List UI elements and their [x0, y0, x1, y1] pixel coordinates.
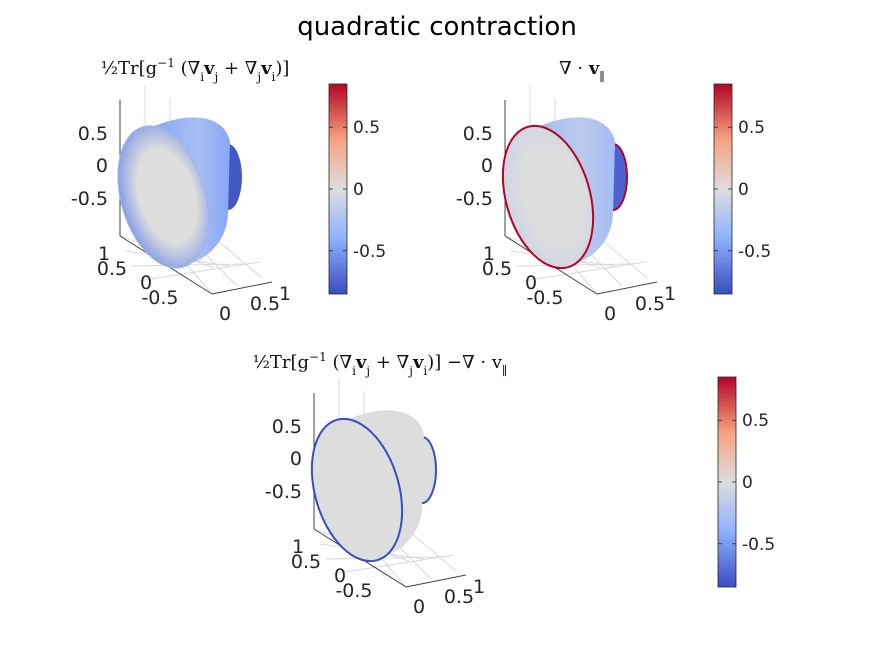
y-tick-label: 0.5 [291, 551, 321, 573]
colorbar-tick-label: -0.5 [353, 242, 386, 262]
surface [501, 117, 628, 270]
z-tick-label: -0.5 [456, 188, 493, 210]
panel-title: ∇ · v∥ [559, 58, 605, 84]
y-tick-label: 0 [334, 565, 346, 587]
z-tick-label: -0.5 [265, 481, 302, 503]
panel-divergence: ∇ · v∥0.50-0.510.50-0.50 0.510.50-0.5 [456, 58, 771, 325]
colorbar-tick-label: 0.5 [738, 118, 765, 138]
x-tick-label: 0 [604, 303, 616, 325]
z-tick-label: 0.5 [272, 416, 302, 438]
y-tick-label: 0 [525, 272, 537, 294]
x-tick-label: 1 [664, 283, 676, 305]
y-tick-label: -0.5 [141, 287, 178, 309]
x-tick-label: 0.5 [444, 586, 474, 608]
x-tick-label: 0 [413, 596, 425, 618]
colorbar-tick-label: 0 [353, 180, 364, 200]
y-tick-label: 1 [483, 243, 495, 265]
y-tick-label: -0.5 [526, 287, 563, 309]
panel-difference: ½Tr[g−1 (∇ivj + ∇jvi)] −∇ · v∥0.50-0.510… [252, 350, 775, 618]
z-tick-label: -0.5 [71, 188, 108, 210]
y-tick-label: 1 [292, 536, 304, 558]
main-disk [310, 417, 404, 563]
colorbar: 0.5 0 -0.5 [713, 83, 771, 295]
panel-title: ½Tr[g−1 (∇ivj + ∇jvi)] [101, 56, 290, 84]
surface [117, 117, 242, 269]
colorbar: 0.5 0 -0.5 [328, 83, 386, 295]
colorbar-tick-label: -0.5 [738, 242, 771, 262]
x-tick-label: 0.5 [635, 293, 665, 315]
main-disk [501, 124, 595, 270]
colorbar: 0.5 0 -0.5 [717, 376, 775, 588]
y-tick-label: -0.5 [335, 580, 372, 602]
panel-trace: ½Tr[g−1 (∇ivj + ∇jvi)]0.50-0.510.50-0.50… [71, 56, 386, 325]
colorbar-tick-label: -0.5 [742, 535, 775, 555]
figure-title: quadratic contraction [297, 12, 577, 42]
colorbar-tick-label: 0.5 [742, 411, 769, 431]
z-tick-label: 0 [290, 448, 302, 470]
colorbar-tick-label: 0.5 [353, 118, 380, 138]
x-tick-label: 1 [279, 283, 291, 305]
colorbar-tick-label: 0 [742, 473, 753, 493]
z-tick-label: 0 [481, 155, 493, 177]
y-tick-label: 1 [98, 243, 110, 265]
y-tick-label: 0.5 [97, 258, 127, 280]
surface [310, 410, 437, 563]
colorbar-tick-label: 0 [738, 180, 749, 200]
x-tick-label: 1 [473, 576, 485, 598]
z-tick-label: 0 [96, 155, 108, 177]
y-tick-label: 0.5 [482, 258, 512, 280]
x-tick-label: 0 [219, 303, 231, 325]
main-disk [117, 125, 209, 269]
panel-title: ½Tr[g−1 (∇ivj + ∇jvi)] −∇ · v∥ [252, 350, 507, 378]
z-tick-label: 0.5 [78, 123, 108, 145]
x-tick-label: 0.5 [250, 293, 280, 315]
panels: ½Tr[g−1 (∇ivj + ∇jvi)]0.50-0.510.50-0.50… [71, 56, 775, 618]
z-tick-label: 0.5 [463, 123, 493, 145]
y-tick-label: 0 [140, 272, 152, 294]
